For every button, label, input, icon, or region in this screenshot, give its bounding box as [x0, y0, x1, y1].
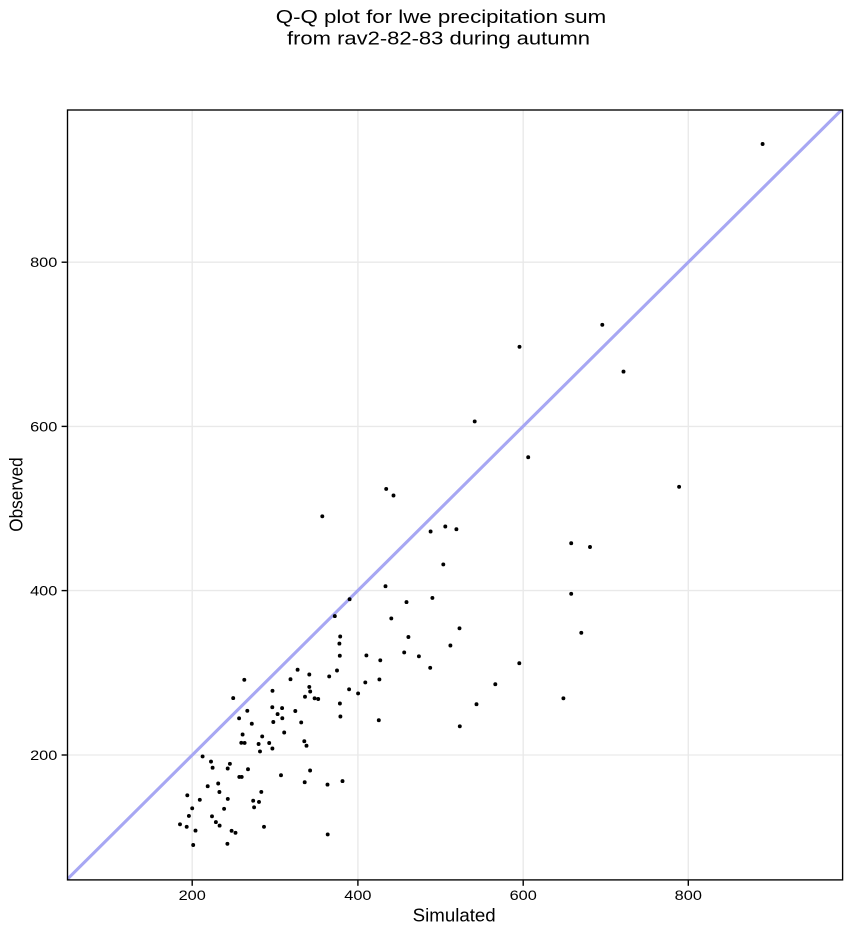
- svg-text:400: 400: [30, 583, 57, 599]
- svg-text:800: 800: [675, 887, 702, 903]
- svg-text:Q-Q plot for lwe precipitation: Q-Q plot for lwe precipitation sum: [276, 6, 607, 27]
- svg-text:200: 200: [30, 747, 57, 763]
- svg-text:800: 800: [30, 254, 57, 270]
- svg-text:Simulated: Simulated: [413, 905, 496, 925]
- svg-text:Observed: Observed: [6, 457, 26, 532]
- svg-text:200: 200: [179, 887, 206, 903]
- svg-text:400: 400: [344, 887, 371, 903]
- svg-text:600: 600: [30, 418, 57, 434]
- svg-text:from rav2-82-83 during autumn: from rav2-82-83 during autumn: [287, 27, 590, 48]
- svg-text:600: 600: [510, 887, 537, 903]
